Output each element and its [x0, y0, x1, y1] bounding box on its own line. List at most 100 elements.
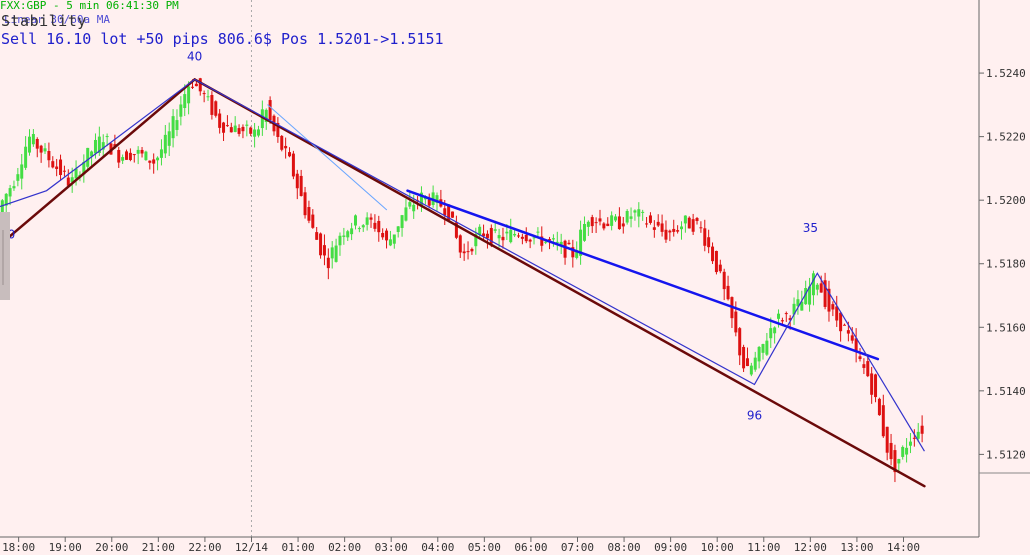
- candle-body: [86, 147, 90, 167]
- candle-body: [12, 186, 16, 189]
- candle-body: [303, 192, 307, 216]
- x-tick-label: 12/14: [235, 541, 268, 554]
- candle-body: [451, 211, 455, 218]
- candle-body: [229, 127, 233, 133]
- candle-body: [780, 320, 784, 322]
- x-tick-label: 03:00: [375, 541, 408, 554]
- plot-background: [0, 0, 978, 537]
- candle-body: [24, 146, 28, 168]
- candle-body: [765, 340, 769, 355]
- candle-body: [326, 257, 330, 269]
- candle-body: [621, 223, 625, 227]
- candle-body: [268, 100, 272, 121]
- candle-body: [330, 247, 334, 259]
- candle-body: [276, 122, 280, 138]
- candle-body: [610, 215, 614, 226]
- candle-body: [835, 306, 839, 321]
- candle-body: [159, 149, 163, 158]
- candle-body: [858, 356, 862, 360]
- candle-body: [637, 209, 641, 217]
- candle-body: [874, 374, 878, 398]
- candle-body: [532, 237, 536, 239]
- candle-body: [901, 446, 905, 457]
- candle-body: [757, 346, 761, 362]
- zigzag-line: [0, 78, 925, 452]
- candle-body: [237, 128, 241, 134]
- candle-body: [214, 101, 218, 116]
- candle-body: [167, 131, 171, 146]
- candle-body: [734, 311, 738, 333]
- candle-body: [249, 127, 253, 134]
- candle-body: [70, 177, 74, 183]
- candle-body: [202, 93, 206, 95]
- candle-body: [493, 229, 497, 231]
- candle-body: [804, 287, 808, 305]
- candle-body: [299, 175, 303, 196]
- candle-body: [482, 233, 486, 237]
- candle-body: [194, 83, 198, 87]
- candle-body: [916, 431, 920, 439]
- candle-body: [920, 425, 924, 434]
- candle-body: [711, 246, 715, 262]
- candle-body: [353, 215, 357, 226]
- candle-body: [753, 357, 757, 370]
- candle-body: [377, 220, 381, 233]
- candle-body: [559, 241, 563, 247]
- candle-body: [695, 218, 699, 222]
- x-tick-label: 22:00: [188, 541, 221, 554]
- candle-body: [206, 96, 210, 98]
- candle-body: [291, 153, 295, 177]
- candle-body: [672, 228, 676, 232]
- candle-body: [489, 227, 493, 244]
- candle-body: [769, 328, 773, 339]
- candle-body: [16, 174, 20, 181]
- ma-label: Linear 30/60a MA: [4, 13, 110, 26]
- candle-body: [664, 229, 668, 240]
- candle-body: [866, 361, 870, 377]
- swing-label: 35: [803, 221, 818, 235]
- candle-body: [528, 239, 532, 242]
- candle-body: [703, 228, 707, 246]
- candle-body: [369, 217, 373, 220]
- candle-body: [47, 151, 51, 161]
- candle-body: [726, 285, 730, 300]
- candle-body: [668, 230, 672, 233]
- candle-body: [144, 151, 148, 161]
- candle-body: [27, 136, 31, 153]
- candle-body: [125, 151, 129, 160]
- left-scroll-handle[interactable]: [0, 212, 10, 300]
- x-tick-label: 18:00: [2, 541, 35, 554]
- candle-body: [4, 193, 8, 206]
- candle-body: [877, 398, 881, 416]
- candlestick-series: [0, 77, 924, 483]
- candle-body: [606, 223, 610, 227]
- candle-body: [679, 226, 683, 230]
- candle-body: [427, 199, 431, 206]
- trendline-layer: [0, 78, 926, 488]
- candle-body: [319, 233, 323, 256]
- candle-body: [39, 145, 43, 153]
- swing-label: 40: [187, 49, 202, 63]
- y-tick-label: 1.5160: [986, 321, 1026, 334]
- candle-body: [412, 204, 416, 212]
- candle-body: [777, 313, 781, 319]
- instrument-status: FXX:GBP - 5 min 06:41:30 PM: [0, 0, 179, 12]
- candle-body: [850, 335, 854, 341]
- x-tick-label: 08:00: [607, 541, 640, 554]
- candle-body: [466, 251, 470, 253]
- candle-body: [400, 215, 404, 228]
- candle-body: [800, 301, 804, 311]
- candle-body: [361, 225, 365, 228]
- x-tick-label: 13:00: [840, 541, 873, 554]
- x-tick-label: 20:00: [95, 541, 128, 554]
- annotation-layer: 40303596: [0, 49, 818, 422]
- candle-body: [846, 330, 850, 334]
- x-tick-label: 10:00: [701, 541, 734, 554]
- candle-body: [62, 170, 66, 172]
- candle-body: [179, 104, 183, 117]
- y-tick-label: 1.5200: [986, 194, 1026, 207]
- candle-body: [435, 195, 439, 203]
- candle-body: [392, 234, 396, 244]
- candle-body: [590, 217, 594, 227]
